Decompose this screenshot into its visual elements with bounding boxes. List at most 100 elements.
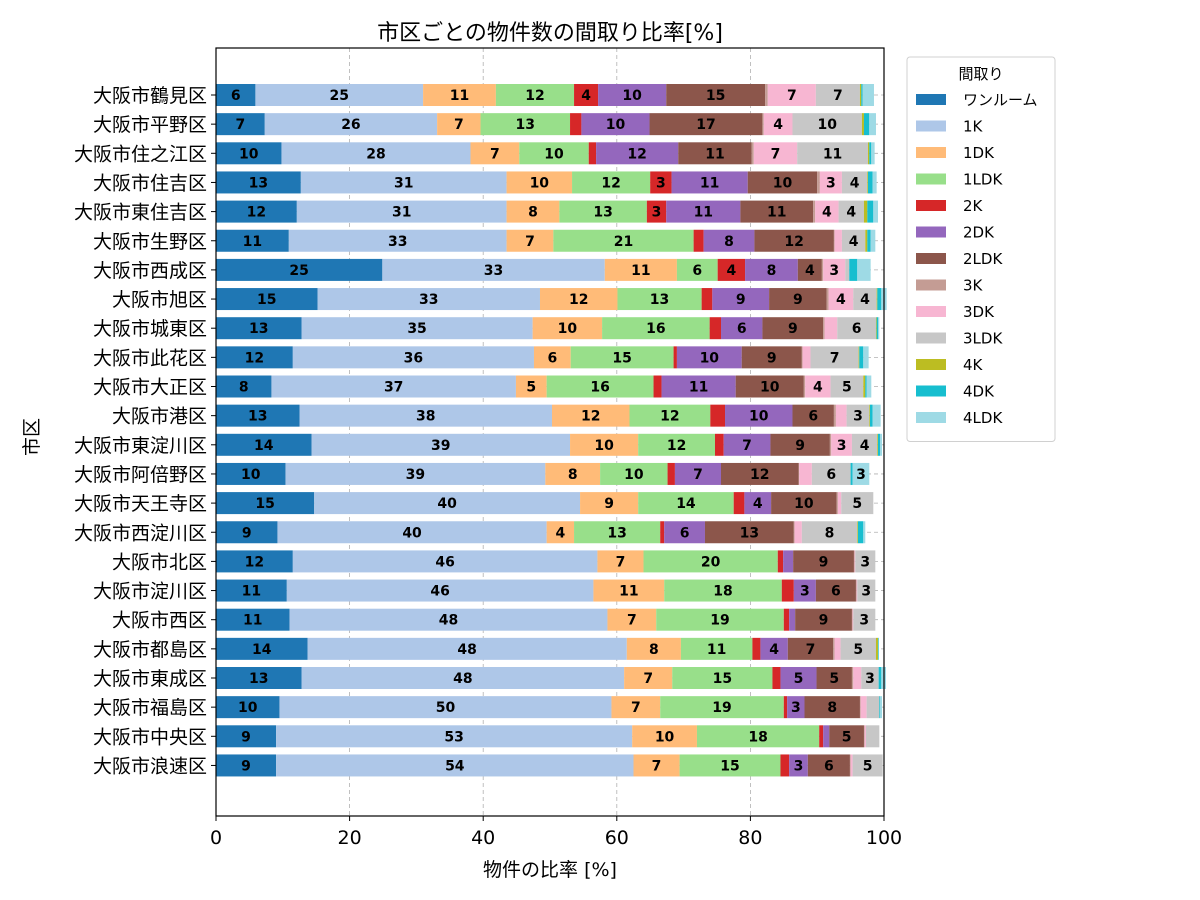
bar-segment <box>829 725 864 748</box>
data-label: 11 <box>700 175 719 191</box>
data-label: 9 <box>604 496 614 512</box>
bar-segment <box>826 288 829 311</box>
data-label: 7 <box>454 117 464 133</box>
bar-segment <box>867 171 868 194</box>
bar-segment <box>629 404 711 427</box>
bar-segment <box>753 142 798 165</box>
bar-segment <box>840 637 876 660</box>
data-label: 5 <box>853 642 863 658</box>
legend-entry: 3LDK <box>963 330 1003 348</box>
y-tick-label: 大阪市東淀川区 <box>74 435 207 457</box>
data-label: 13 <box>249 321 268 337</box>
data-label: 33 <box>419 292 438 308</box>
data-label: 4 <box>860 438 870 454</box>
bar-segment <box>877 637 879 660</box>
data-label: 9 <box>241 758 251 774</box>
data-label: 7 <box>525 234 535 250</box>
bar-segment <box>752 637 761 660</box>
data-label: 6 <box>808 409 818 425</box>
bar-segment <box>823 725 830 748</box>
data-label: 4 <box>581 88 591 104</box>
data-label: 10 <box>624 467 644 483</box>
bar-segment <box>861 113 864 136</box>
data-label: 3 <box>656 175 666 191</box>
data-label: 6 <box>692 263 702 279</box>
bar-segment <box>602 317 710 340</box>
data-label: 8 <box>767 263 777 279</box>
data-label: 12 <box>525 88 544 104</box>
bar-segment <box>869 142 872 165</box>
data-label: 12 <box>660 409 679 425</box>
bar-segment <box>672 667 773 689</box>
bar-segment <box>292 550 598 573</box>
data-label: 7 <box>693 467 703 483</box>
data-label: 40 <box>402 525 422 541</box>
data-label: 37 <box>384 380 403 396</box>
data-label: 4 <box>836 292 846 308</box>
data-label: 13 <box>607 525 626 541</box>
legend-swatch <box>916 120 946 132</box>
bar-segment <box>617 288 702 311</box>
bar-segment <box>841 171 868 194</box>
data-label: 5 <box>863 758 873 774</box>
x-tick-label: 20 <box>338 827 362 849</box>
x-tick-label: 100 <box>866 827 902 849</box>
data-label: 3 <box>861 584 871 600</box>
bar-segment <box>299 404 553 427</box>
data-label: 5 <box>829 671 839 687</box>
bar-segment <box>604 258 677 281</box>
bar-segment <box>506 171 573 194</box>
data-label: 12 <box>784 234 803 250</box>
y-tick-label: 大阪市住吉区 <box>93 172 207 194</box>
legend-entry: 3DK <box>963 303 995 321</box>
data-label: 9 <box>241 729 251 745</box>
data-label: 7 <box>616 554 626 570</box>
bar-segment <box>693 229 704 252</box>
bar-segment <box>770 433 830 456</box>
bar-segment <box>532 317 603 340</box>
bar-segment <box>763 113 793 136</box>
bar-segment <box>861 84 863 106</box>
bar-segment <box>643 550 778 573</box>
bar-segment <box>852 462 870 485</box>
data-label: 48 <box>439 613 458 629</box>
bar-segment <box>780 754 790 777</box>
bar-segment <box>667 462 675 485</box>
bar-segment <box>797 258 822 281</box>
data-label: 4 <box>773 117 783 133</box>
bar-segment <box>815 579 856 602</box>
bar-segment <box>834 637 841 660</box>
bar-segment <box>593 579 665 602</box>
legend-swatch <box>916 279 946 291</box>
data-label: 10 <box>558 321 578 337</box>
data-label: 12 <box>627 146 646 162</box>
bar-segment <box>735 375 804 398</box>
data-label: 9 <box>242 525 252 541</box>
data-label: 8 <box>825 525 835 541</box>
data-label: 12 <box>581 409 600 425</box>
bar-segment <box>680 637 753 660</box>
data-label: 39 <box>406 467 425 483</box>
bar-segment <box>792 113 862 136</box>
bar-segment <box>611 696 661 719</box>
bar-segment <box>801 521 858 544</box>
legend-swatch <box>916 385 946 397</box>
data-label: 13 <box>593 205 612 221</box>
data-label: 31 <box>392 205 411 221</box>
bar-segment <box>799 462 812 485</box>
data-label: 11 <box>707 642 726 658</box>
bar-segment <box>666 84 766 106</box>
data-label: 3 <box>826 175 836 191</box>
bar-segment <box>859 346 864 369</box>
data-label: 53 <box>444 729 463 745</box>
y-tick-label: 大阪市生野区 <box>93 231 207 253</box>
y-tick-label: 大阪市福島区 <box>93 697 207 719</box>
bar-segment <box>570 433 639 456</box>
bar-segment <box>792 404 834 427</box>
bar-segment <box>382 258 605 281</box>
data-label: 10 <box>606 117 626 133</box>
bar-segment <box>714 433 724 456</box>
x-tick-label: 40 <box>471 827 495 849</box>
bar-segment <box>783 550 794 573</box>
